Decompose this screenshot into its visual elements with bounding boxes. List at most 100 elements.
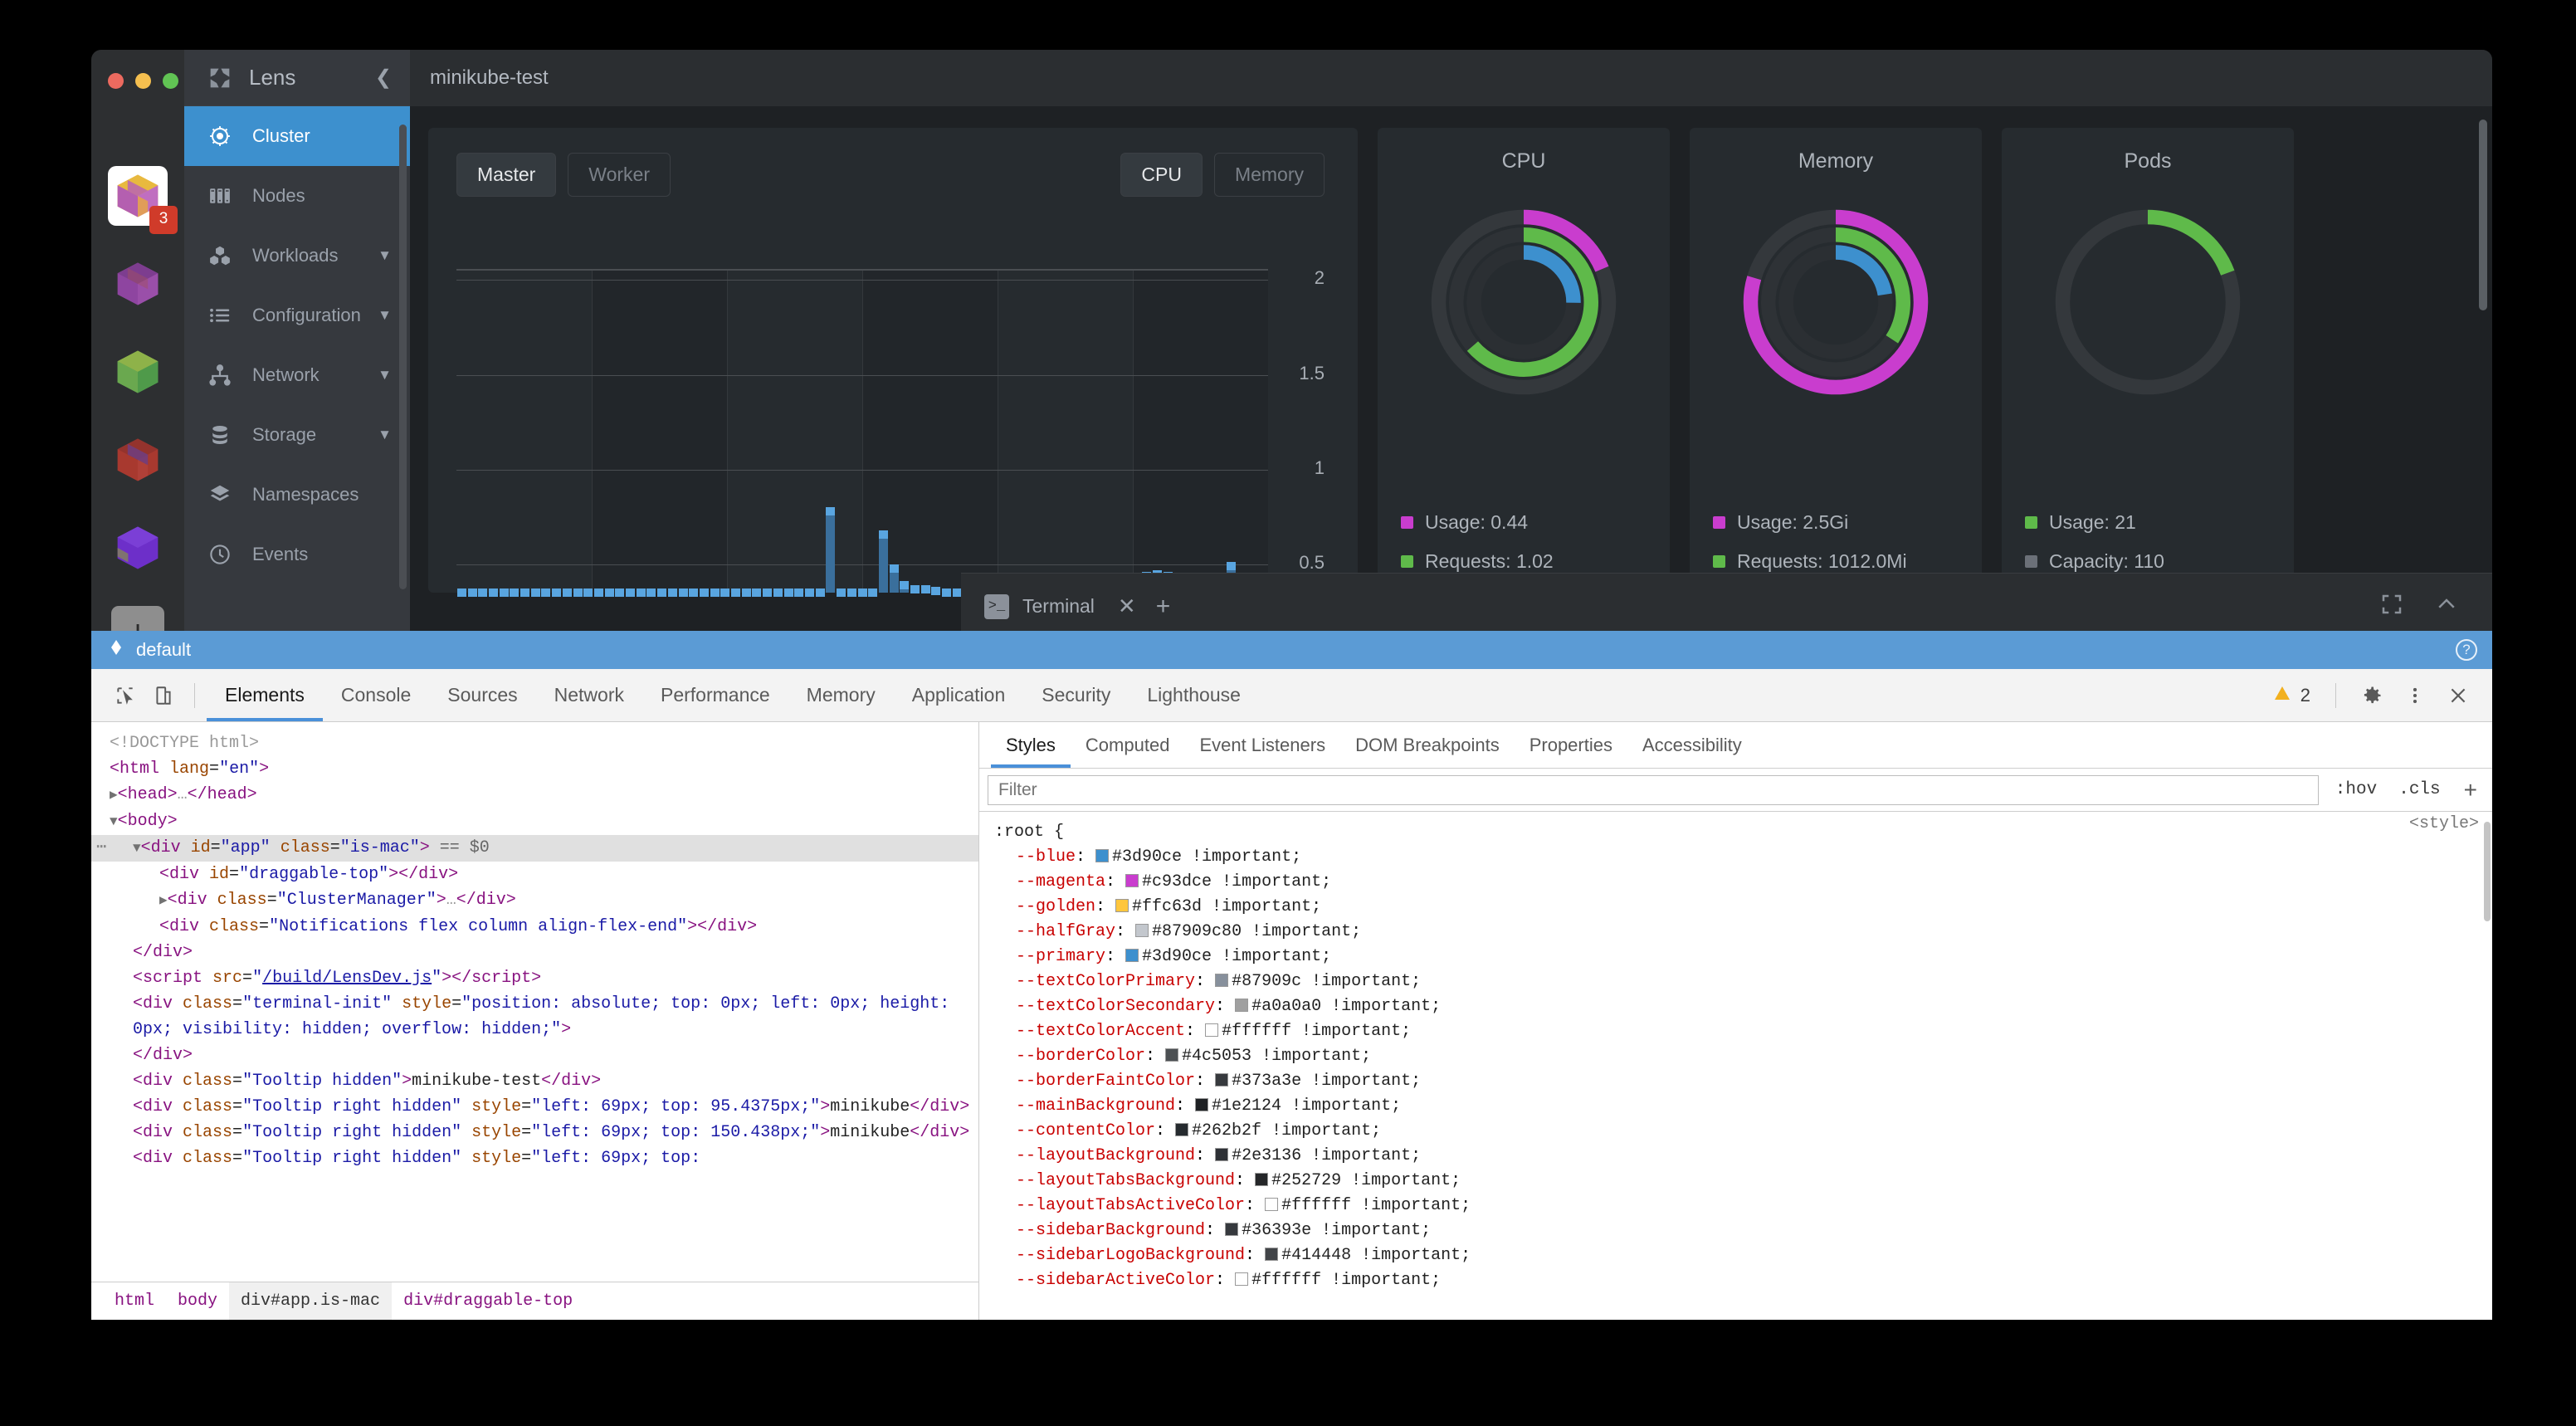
sidebar-item-namespaces[interactable]: Namespaces xyxy=(184,465,410,525)
sidebar-item-configuration[interactable]: Configuration ▼ xyxy=(184,286,410,345)
tab-security[interactable]: Security xyxy=(1042,684,1111,706)
cluster-icon-violet[interactable] xyxy=(108,518,168,578)
tab-lighthouse[interactable]: Lighthouse xyxy=(1147,684,1241,706)
sidebar-scrollbar[interactable] xyxy=(399,125,407,589)
cpu-toggle-button[interactable]: CPU xyxy=(1120,153,1203,197)
css-declaration[interactable]: --blue: #3d90ce !important; xyxy=(1016,847,1302,867)
inspect-cursor-icon[interactable] xyxy=(106,676,144,715)
dom-tree-node[interactable]: <html lang="en"> xyxy=(110,759,270,779)
css-declaration[interactable]: --textColorSecondary: #a0a0a0 !important… xyxy=(1016,997,1442,1016)
close-icon[interactable] xyxy=(2439,676,2477,715)
terminal-tab[interactable]: >_ Terminal ✕ xyxy=(961,593,1136,619)
dom-tree[interactable]: <!DOCTYPE html> <html lang="en"> ▶<head>…<… xyxy=(91,722,978,1258)
chevron-down-icon[interactable]: ▼ xyxy=(378,427,392,442)
tab-dom-breakpoints[interactable]: DOM Breakpoints xyxy=(1355,734,1500,755)
css-declaration[interactable]: --borderFaintColor: #373a3e !important; xyxy=(1016,1072,1422,1091)
tab-event-listeners[interactable]: Event Listeners xyxy=(1199,734,1326,755)
device-toolbar-icon[interactable] xyxy=(144,676,183,715)
gear-icon[interactable] xyxy=(2353,676,2391,715)
metrics-plot[interactable] xyxy=(456,269,1268,598)
master-toggle-button[interactable]: Master xyxy=(456,153,557,197)
tab-computed[interactable]: Computed xyxy=(1085,734,1170,755)
css-declaration[interactable]: --primary: #3d90ce !important; xyxy=(1016,947,1332,966)
dom-tree-node[interactable]: </div> xyxy=(133,943,193,962)
chevron-down-icon[interactable]: ▼ xyxy=(378,367,392,383)
css-declaration[interactable]: --layoutTabsBackground: #252729 !importa… xyxy=(1016,1171,1461,1190)
styles-scrollbar[interactable] xyxy=(2484,822,2491,921)
dashboard-scrollbar[interactable] xyxy=(2479,120,2487,310)
tab-memory[interactable]: Memory xyxy=(806,684,876,706)
cls-button[interactable]: .cls xyxy=(2398,780,2441,799)
breadcrumb-item-html[interactable]: html xyxy=(115,1292,155,1311)
tab-styles[interactable]: Styles xyxy=(991,722,1071,768)
tab-elements[interactable]: Elements xyxy=(207,669,323,721)
sidebar-item-storage[interactable]: Storage ▼ xyxy=(184,405,410,465)
dom-tree-node[interactable]: <div id="draggable-top"></div> xyxy=(159,865,459,884)
close-window-button[interactable] xyxy=(108,73,124,89)
css-declaration[interactable]: --sidebarBackground: #36393e !important; xyxy=(1016,1221,1432,1240)
dom-tree-node[interactable]: </div> xyxy=(133,1046,193,1065)
worker-toggle-button[interactable]: Worker xyxy=(568,153,671,197)
chevron-down-icon[interactable]: ▼ xyxy=(378,247,392,263)
breadcrumb-item-app[interactable]: div#app.is-mac xyxy=(229,1282,393,1320)
new-style-rule-button[interactable]: + xyxy=(2463,776,2477,803)
tab-accessibility[interactable]: Accessibility xyxy=(1642,734,1742,755)
dom-tree-node[interactable]: ⋯ ▼<div id="app" class="is-mac"> == $0 xyxy=(91,835,978,862)
chevron-down-icon[interactable]: ▼ xyxy=(378,307,392,323)
css-declaration[interactable]: --layoutBackground: #2e3136 !important; xyxy=(1016,1146,1422,1165)
css-declaration[interactable]: --textColorPrimary: #87909c !important; xyxy=(1016,972,1422,991)
dom-tree-node[interactable]: <div class="Tooltip hidden">minikube-tes… xyxy=(133,1072,602,1091)
css-declaration[interactable]: --sidebarLogoBackground: #414448 !import… xyxy=(1016,1246,1471,1265)
memory-toggle-button[interactable]: Memory xyxy=(1213,153,1325,197)
chevron-left-icon[interactable]: ❮ xyxy=(374,66,392,89)
tab-console[interactable]: Console xyxy=(340,684,412,706)
dom-tree-node[interactable]: <div class="Tooltip right hidden" style=… xyxy=(133,1097,970,1116)
sidebar-item-cluster[interactable]: Cluster xyxy=(184,106,410,166)
maximize-window-button[interactable] xyxy=(163,73,178,89)
dom-tree-node[interactable]: ▶<div class="ClusterManager">…</div> xyxy=(159,891,516,910)
hov-button[interactable]: :hov xyxy=(2334,780,2378,799)
dom-tree-node[interactable]: <div class="Notifications flex column al… xyxy=(159,917,758,936)
dom-tree-node[interactable]: ▼<body> xyxy=(110,812,178,831)
dom-tree-node[interactable]: <div class="terminal-init" style="positi… xyxy=(133,994,960,1039)
cluster-icon-red[interactable] xyxy=(108,430,168,490)
warning-count[interactable]: 2 xyxy=(2272,683,2310,708)
cluster-icon-green[interactable] xyxy=(108,342,168,402)
breadcrumb-item-body[interactable]: body xyxy=(178,1292,218,1311)
css-declaration[interactable]: --halfGray: #87909c80 !important; xyxy=(1016,922,1362,941)
css-declaration[interactable]: --layoutTabsActiveColor: #ffffff !import… xyxy=(1016,1196,1471,1215)
sidebar-item-network[interactable]: Network ▼ xyxy=(184,345,410,405)
tab-properties[interactable]: Properties xyxy=(1529,734,1612,755)
plus-icon[interactable]: + xyxy=(1155,592,1171,620)
dom-tree-node[interactable]: ▶<head>…</head> xyxy=(110,785,257,804)
style-origin-label[interactable]: <style> xyxy=(2408,814,2479,833)
minimize-window-button[interactable] xyxy=(135,73,151,89)
css-declaration[interactable]: --magenta: #c93dce !important; xyxy=(1016,872,1332,891)
help-icon[interactable]: ? xyxy=(2456,639,2477,661)
breadcrumb-item-draggable-top[interactable]: div#draggable-top xyxy=(403,1292,573,1311)
tab-sources[interactable]: Sources xyxy=(447,684,518,706)
cluster-icon-minikube-test[interactable]: 3 xyxy=(108,166,178,234)
kebab-menu-icon[interactable] xyxy=(2396,676,2434,715)
dom-tree-node[interactable]: <!DOCTYPE html> xyxy=(110,734,260,753)
dom-tree-node[interactable]: <script src="/build/LensDev.js"></script… xyxy=(133,969,542,988)
sidebar-item-nodes[interactable]: Nodes xyxy=(184,166,410,226)
dom-tree-node[interactable]: <div class="Tooltip right hidden" style=… xyxy=(133,1149,701,1168)
close-icon[interactable]: ✕ xyxy=(1117,593,1136,618)
tab-application[interactable]: Application xyxy=(911,684,1006,706)
css-declaration[interactable]: --contentColor: #262b2f !important; xyxy=(1016,1121,1382,1140)
chevron-up-icon[interactable] xyxy=(2434,592,2459,621)
cluster-icon-purple[interactable] xyxy=(108,254,168,314)
css-declaration[interactable]: --mainBackground: #1e2124 !important; xyxy=(1016,1096,1402,1116)
tab-network[interactable]: Network xyxy=(554,684,624,706)
css-declaration[interactable]: --sidebarActiveColor: #ffffff !important… xyxy=(1016,1271,1442,1290)
fullscreen-icon[interactable] xyxy=(2379,592,2404,621)
css-declaration[interactable]: --textColorAccent: #ffffff !important; xyxy=(1016,1022,1412,1041)
tab-performance[interactable]: Performance xyxy=(661,684,770,706)
filter-input[interactable] xyxy=(988,774,2319,805)
sidebar-item-workloads[interactable]: Workloads ▼ xyxy=(184,226,410,286)
css-declaration[interactable]: --borderColor: #4c5053 !important; xyxy=(1016,1047,1372,1066)
sidebar-item-events[interactable]: Events xyxy=(184,525,410,584)
css-declaration[interactable]: --golden: #ffc63d !important; xyxy=(1016,897,1322,916)
dom-tree-node[interactable]: <div class="Tooltip right hidden" style=… xyxy=(133,1123,970,1142)
